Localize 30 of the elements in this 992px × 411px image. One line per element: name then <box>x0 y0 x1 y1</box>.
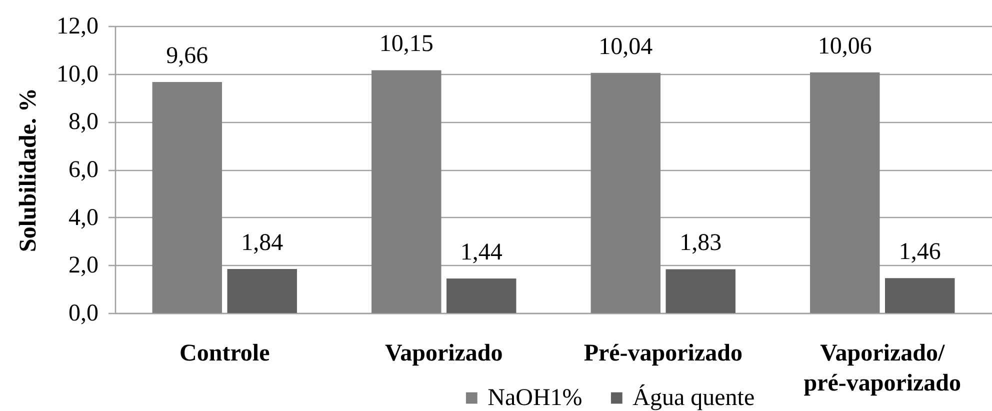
x-tick-label: Vaporizado <box>384 340 503 366</box>
data-label: 10,04 <box>598 34 653 60</box>
bar <box>666 269 736 313</box>
bar <box>372 70 442 313</box>
bar <box>885 278 955 313</box>
x-tick-label: Controle <box>180 340 270 366</box>
y-tick-label: 4,0 <box>68 204 98 231</box>
legend-label: NaOH1% <box>488 385 582 411</box>
bar <box>227 268 297 313</box>
y-tick-label: 8,0 <box>68 109 98 136</box>
data-label: 1,44 <box>460 240 502 266</box>
data-label: 9,66 <box>166 42 208 69</box>
y-tick-label: 12,0 <box>56 14 98 40</box>
bar <box>810 72 880 313</box>
y-tick-label: 2,0 <box>68 252 98 279</box>
y-axis-title: Solubilidade. % <box>16 88 42 252</box>
bar <box>590 72 660 313</box>
bar <box>152 82 222 313</box>
y-tick-label: 10,0 <box>56 61 98 88</box>
y-tick-label: 6,0 <box>68 157 98 183</box>
data-label: 10,15 <box>379 31 434 58</box>
data-label: 1,84 <box>241 230 284 256</box>
data-label: 1,46 <box>898 239 941 266</box>
legend-label: Água quente <box>632 384 755 411</box>
x-tick-label: Vaporizado/ pré-vaporizado <box>804 340 962 396</box>
bar <box>446 278 516 313</box>
data-label: 1,83 <box>680 230 722 256</box>
data-label: 10,06 <box>818 33 872 60</box>
y-tick-label: 0,0 <box>68 300 98 326</box>
x-tick-label: Pré-vaporizado <box>584 340 742 366</box>
